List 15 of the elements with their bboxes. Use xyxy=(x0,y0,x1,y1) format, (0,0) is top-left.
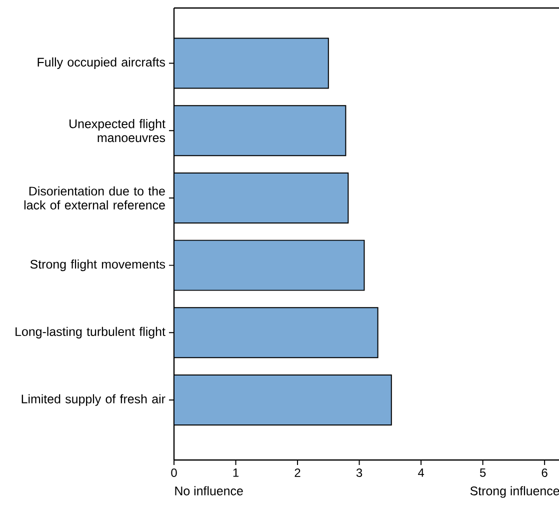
text: Strong influence xyxy=(470,486,559,498)
x-tick-label: 4 xyxy=(418,468,424,477)
y-tick-label: Disorientation due to the lack of external reference xyxy=(24,186,165,210)
x-tick-label: 5 xyxy=(480,468,486,477)
x-tick-label: 6 xyxy=(542,468,548,477)
y-tick-label: Unexpected flight manoeuvres xyxy=(70,119,166,142)
x-tick-label: 0 xyxy=(171,468,177,477)
x-tick-label: 1 xyxy=(233,468,239,477)
x-tick-label: 2 xyxy=(294,468,300,477)
y-tick-label: Limited supply of fresh air xyxy=(22,394,166,406)
y-tick-label: Strong flight movements xyxy=(30,260,166,272)
x-tick-label: 3 xyxy=(356,468,362,477)
y-tick-label: Fully occupied aircrafts xyxy=(38,57,166,70)
text: No influence xyxy=(175,486,243,496)
y-tick-label: Long-lasting turbulent flight xyxy=(16,326,166,338)
